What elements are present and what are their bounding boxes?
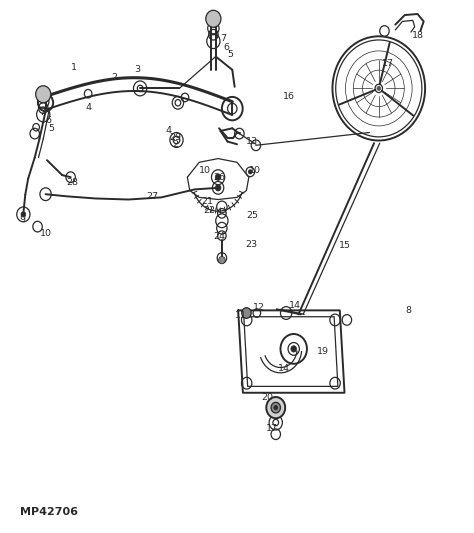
Circle shape [242, 308, 251, 318]
Circle shape [219, 256, 225, 264]
Text: 10: 10 [40, 229, 52, 238]
Circle shape [291, 346, 297, 352]
Circle shape [248, 169, 252, 174]
Text: 19: 19 [317, 347, 329, 356]
Circle shape [21, 212, 26, 217]
Circle shape [266, 397, 285, 418]
Text: 2: 2 [173, 140, 179, 149]
Text: 15: 15 [339, 241, 351, 250]
Text: 17: 17 [266, 424, 278, 433]
Circle shape [271, 402, 281, 413]
Text: 22: 22 [204, 206, 216, 215]
Text: 26: 26 [213, 173, 225, 182]
Text: 6: 6 [45, 116, 51, 125]
Text: 24: 24 [213, 232, 225, 241]
Text: 8: 8 [405, 305, 411, 314]
Text: 18: 18 [411, 31, 424, 41]
Text: 20: 20 [262, 393, 273, 402]
Text: 28: 28 [66, 178, 79, 187]
Text: 14: 14 [278, 364, 290, 373]
Text: 5: 5 [227, 51, 233, 59]
Circle shape [274, 406, 278, 410]
Circle shape [215, 184, 221, 191]
Circle shape [206, 10, 221, 27]
Text: 27: 27 [146, 192, 158, 201]
Text: 4: 4 [85, 102, 91, 111]
Text: 4: 4 [165, 126, 172, 135]
Text: 1: 1 [71, 63, 77, 71]
Text: 14: 14 [289, 301, 301, 310]
Text: 6: 6 [224, 43, 229, 52]
Text: 16: 16 [283, 92, 295, 101]
Text: 21: 21 [202, 197, 214, 206]
Text: 7: 7 [220, 35, 226, 44]
Text: 13: 13 [246, 137, 258, 146]
Text: 10: 10 [249, 166, 261, 175]
Text: 12: 12 [253, 303, 265, 312]
Text: 29: 29 [170, 133, 182, 142]
Text: 17: 17 [382, 59, 394, 68]
Text: 23: 23 [245, 240, 257, 249]
Text: 25: 25 [246, 211, 258, 220]
Circle shape [215, 174, 221, 180]
Text: MP42706: MP42706 [19, 507, 78, 518]
Text: 9: 9 [19, 215, 25, 224]
Text: 10: 10 [199, 166, 211, 175]
Text: 3: 3 [135, 66, 141, 74]
Text: 2: 2 [111, 73, 117, 82]
Text: 5: 5 [48, 124, 54, 133]
Circle shape [377, 86, 381, 91]
Text: 7: 7 [39, 108, 46, 117]
Text: 11: 11 [235, 311, 247, 320]
Circle shape [36, 86, 51, 103]
